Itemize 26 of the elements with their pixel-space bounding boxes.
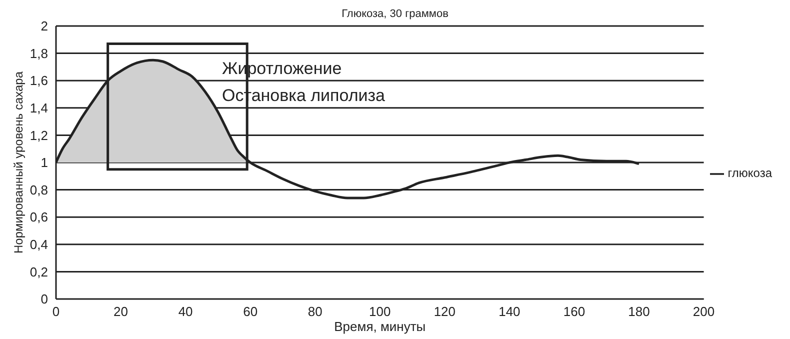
y-tick-label: 0,4 bbox=[30, 237, 48, 252]
x-tick-label: 120 bbox=[434, 304, 456, 320]
x-tick-label: 100 bbox=[369, 304, 391, 320]
y-tick-label: 1,6 bbox=[30, 73, 48, 88]
y-tick-label: 0,6 bbox=[30, 210, 48, 225]
y-tick-label: 0 bbox=[40, 292, 48, 307]
x-tick-label: 40 bbox=[178, 304, 193, 320]
x-tick-label: 80 bbox=[308, 304, 322, 320]
y-tick-label: 1 bbox=[40, 155, 48, 170]
x-tick-label: 200 bbox=[692, 304, 715, 320]
y-tick-label: 1,8 bbox=[30, 46, 48, 61]
y-tick-label: 0,2 bbox=[30, 264, 48, 280]
x-tick-label: 180 bbox=[628, 304, 650, 320]
x-axis-title: Время, минуты bbox=[334, 319, 426, 334]
y-tick-label: 1,4 bbox=[30, 100, 48, 116]
chart-title: Глюкоза, 30 граммов bbox=[340, 8, 450, 20]
x-tick-label: 0 bbox=[52, 304, 60, 320]
x-tick-label: 60 bbox=[243, 304, 258, 320]
legend-label: глюкоза bbox=[728, 166, 772, 180]
y-tick-label: 2 bbox=[40, 18, 48, 34]
y-tick-label: 1,2 bbox=[30, 128, 48, 143]
y-axis-title: Нормированный уровень сахара bbox=[11, 71, 26, 254]
x-tick-label: 20 bbox=[114, 304, 128, 320]
y-tick-label: 0,8 bbox=[30, 182, 48, 198]
x-tick-label: 140 bbox=[498, 304, 520, 320]
x-tick-label: 160 bbox=[563, 304, 586, 320]
